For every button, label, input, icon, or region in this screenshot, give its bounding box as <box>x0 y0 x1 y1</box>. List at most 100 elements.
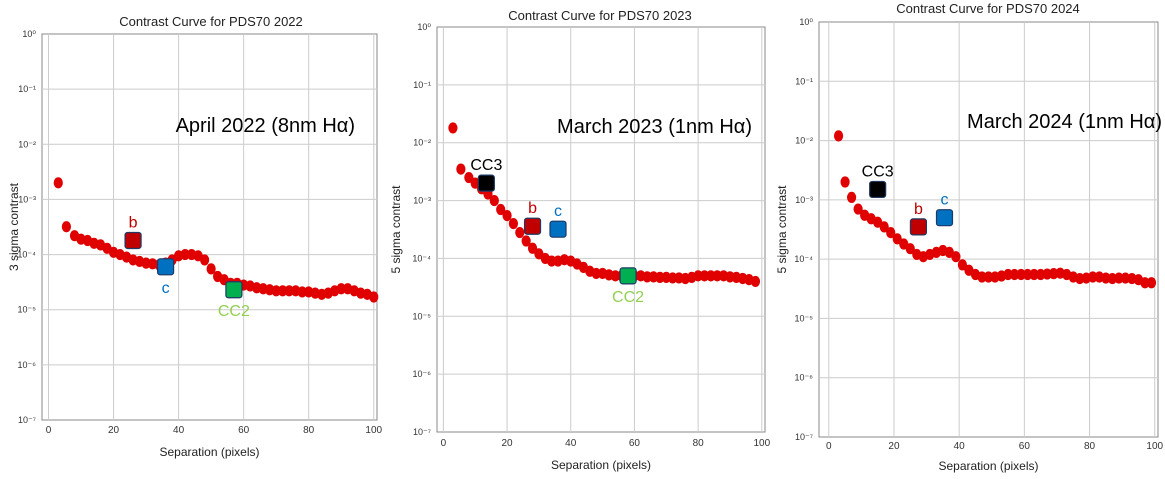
x-tick-label: 80 <box>693 438 705 449</box>
y-tick-label: 10⁻³ <box>413 196 431 206</box>
x-axis-label: Separation (pixels) <box>938 459 1038 473</box>
x-axis-label: Separation (pixels) <box>551 458 651 472</box>
plot-frame <box>818 21 1159 438</box>
y-tick-label: 10⁻² <box>413 138 431 148</box>
marker-b <box>909 218 928 236</box>
data-point <box>840 176 850 188</box>
marker-label-cc3: CC3 <box>470 157 502 174</box>
data-point <box>508 217 519 230</box>
marker-label-c: c <box>940 192 948 209</box>
y-tick-label: 10⁻⁵ <box>413 311 432 321</box>
y-tick-label: 10⁰ <box>799 17 813 27</box>
y-tick-label: 10⁰ <box>417 22 431 32</box>
data-point <box>879 221 889 233</box>
y-tick-label: 10⁻⁷ <box>795 432 813 442</box>
data-point <box>846 191 857 204</box>
data-point <box>977 271 987 283</box>
y-tick-label: 10⁻³ <box>18 194 36 204</box>
marker-cc2 <box>619 267 637 285</box>
data-point <box>336 283 346 295</box>
data-point <box>957 259 968 271</box>
data-point <box>1114 272 1124 284</box>
data-point <box>886 227 896 239</box>
data-point <box>1101 272 1111 284</box>
y-axis-label: 3 sigma contrast <box>7 182 21 271</box>
data-point <box>693 270 703 282</box>
y-tick-label: 10⁻⁴ <box>412 253 431 263</box>
data-point <box>1140 277 1150 289</box>
x-tick-label: 20 <box>108 425 120 436</box>
data-point <box>61 221 71 233</box>
x-tick-label: 100 <box>753 438 770 449</box>
x-tick-label: 40 <box>954 441 966 452</box>
data-point <box>1075 272 1085 285</box>
plot-frame <box>436 26 766 433</box>
y-tick-label: 10⁻¹ <box>18 84 36 94</box>
x-tick-label: 20 <box>888 441 900 452</box>
chart-title: Contrast Curve for PDS70 2023 <box>508 8 692 23</box>
data-point <box>1042 268 1052 280</box>
data-point <box>496 203 506 216</box>
data-point <box>369 291 379 303</box>
data-point <box>655 271 665 284</box>
data-point <box>278 285 288 297</box>
y-tick-label: 10⁻⁵ <box>18 305 37 315</box>
data-point <box>591 267 601 280</box>
marker-label-cc3: CC3 <box>862 163 894 180</box>
x-tick-label: 0 <box>826 441 832 452</box>
x-tick-label: 60 <box>238 425 250 436</box>
y-axis-label: 5 sigma contrast <box>389 185 403 274</box>
panel-annotation: March 2023 (1nm Hα) <box>557 116 752 138</box>
contrast-chart-2: 0 20 40 60 80 100 10⁻⁷ 10⁻⁶ 10⁻⁵ 10⁻⁴ 10⁻³ 10⁻² 10⁻¹… <box>389 8 771 472</box>
data-point <box>521 235 531 247</box>
data-point <box>951 251 961 263</box>
data-point <box>1107 272 1117 285</box>
x-tick-label: 80 <box>303 425 315 436</box>
chart-title: Contrast Curve for PDS70 2022 <box>119 14 303 29</box>
marker-label-b: b <box>914 201 923 218</box>
y-tick-label: 10⁰ <box>22 29 36 39</box>
data-point <box>464 171 474 184</box>
data-point <box>699 270 710 282</box>
data-point <box>750 275 761 288</box>
data-point <box>502 209 512 222</box>
data-point <box>833 130 844 142</box>
y-tick-label: 10⁻¹ <box>413 80 431 90</box>
data-point <box>892 233 902 245</box>
data-point <box>1036 268 1046 281</box>
marker-b <box>124 231 142 250</box>
data-point <box>1029 268 1039 281</box>
data-point <box>1009 268 1020 281</box>
data-point <box>642 271 652 283</box>
y-tick-label: 10⁻¹ <box>795 76 813 86</box>
marker-c <box>549 220 567 238</box>
data-point <box>527 242 538 254</box>
data-point <box>712 270 722 282</box>
y-axis-label: 5 sigma contrast <box>775 185 789 274</box>
marker-label-c: c <box>162 280 170 297</box>
x-tick-label: 40 <box>565 438 577 449</box>
data-point <box>1023 268 1033 281</box>
data-point <box>1049 268 1059 280</box>
marker-cc3 <box>477 174 495 192</box>
data-point <box>515 226 525 239</box>
data-point <box>668 272 678 284</box>
panel-annotation: March 2024 (1nm Hα) <box>967 111 1162 133</box>
x-tick-label: 100 <box>1146 441 1163 452</box>
x-tick-label: 60 <box>1019 441 1031 452</box>
data-point <box>297 286 307 298</box>
marker-label-c: c <box>554 203 562 220</box>
x-tick-label: 60 <box>629 438 641 449</box>
x-tick-label: 40 <box>173 425 185 436</box>
panel-annotation: April 2022 (8nm Hα) <box>176 115 355 137</box>
y-tick-label: 10⁻³ <box>795 195 813 205</box>
data-point <box>983 271 994 283</box>
x-tick-label: 20 <box>501 438 513 449</box>
x-tick-label: 0 <box>441 438 447 449</box>
data-point <box>610 270 620 282</box>
marker-cc3 <box>869 180 887 199</box>
data-point <box>448 122 458 134</box>
y-tick-label: 10⁻² <box>18 139 36 149</box>
marker-label-cc2: CC2 <box>218 303 250 320</box>
contrast-chart-3: 0 20 40 60 80 100 10⁻⁷ 10⁻⁶ 10⁻⁵ 10⁻⁴ 10⁻³ 10⁻² 10⁻¹… <box>775 1 1164 473</box>
